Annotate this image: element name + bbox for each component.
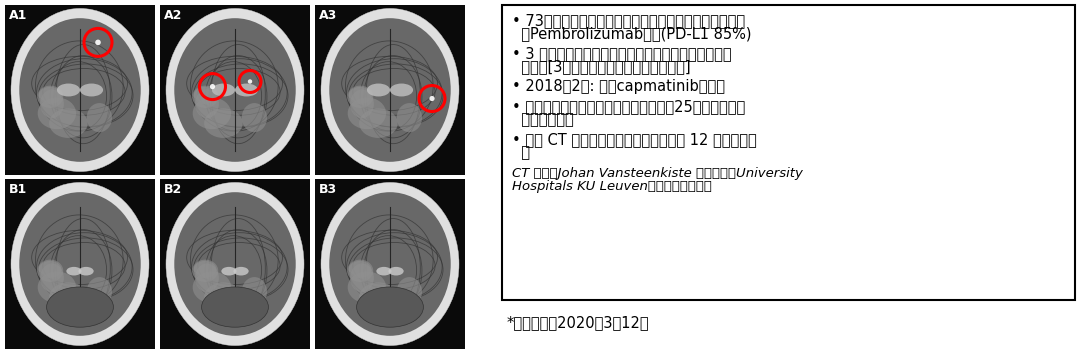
Ellipse shape <box>39 87 62 104</box>
Text: 和Pembrolizumab治疗(PD-L1 85%): 和Pembrolizumab治疗(PD-L1 85%) <box>512 26 752 41</box>
Ellipse shape <box>347 260 374 282</box>
Text: Hospitals KU Leuven），患者知情同意: Hospitals KU Leuven），患者知情同意 <box>512 180 712 193</box>
Ellipse shape <box>195 89 219 118</box>
Ellipse shape <box>46 287 113 327</box>
Ellipse shape <box>192 260 218 282</box>
Text: CT 图像由Johan Vansteenkiste 博士提供（University: CT 图像由Johan Vansteenkiste 博士提供（Universit… <box>512 167 802 180</box>
Text: 进展。[3处新发转移灶和已有疾病灶进展]: 进展。[3处新发转移灶和已有疾病灶进展] <box>512 59 690 74</box>
Text: A2: A2 <box>164 9 183 22</box>
Text: B3: B3 <box>319 183 337 196</box>
Ellipse shape <box>174 18 296 162</box>
Ellipse shape <box>166 8 303 172</box>
Ellipse shape <box>212 84 235 97</box>
Ellipse shape <box>242 103 267 132</box>
Ellipse shape <box>19 18 140 162</box>
Ellipse shape <box>389 267 404 275</box>
Ellipse shape <box>11 182 149 346</box>
Text: • 3 个治疗疗程后疾病出现进展，包括全身进展和颅内: • 3 个治疗疗程后疾病出现进展，包括全身进展和颅内 <box>512 46 731 61</box>
Text: *数据截至到2020年3月12日: *数据截至到2020年3月12日 <box>507 315 650 330</box>
Ellipse shape <box>390 84 413 97</box>
Ellipse shape <box>235 84 258 97</box>
Ellipse shape <box>50 108 87 138</box>
Text: • 73岁，女性患者，有多处脑转移，之前接受过全脑放疗: • 73岁，女性患者，有多处脑转移，之前接受过全脑放疗 <box>512 13 745 28</box>
Ellipse shape <box>356 287 423 327</box>
Bar <box>5 5 156 175</box>
Ellipse shape <box>233 267 248 275</box>
Ellipse shape <box>37 86 64 108</box>
Ellipse shape <box>50 283 87 312</box>
Ellipse shape <box>396 277 422 306</box>
Ellipse shape <box>38 271 76 303</box>
Text: A3: A3 <box>319 9 337 22</box>
Text: B1: B1 <box>9 183 27 196</box>
Ellipse shape <box>39 261 62 278</box>
Ellipse shape <box>204 108 243 138</box>
Circle shape <box>247 79 253 84</box>
Ellipse shape <box>202 287 269 327</box>
Ellipse shape <box>57 84 80 97</box>
Ellipse shape <box>80 84 103 97</box>
Ellipse shape <box>347 86 374 108</box>
Ellipse shape <box>350 89 374 118</box>
Ellipse shape <box>192 98 231 129</box>
Bar <box>160 179 310 349</box>
Bar <box>5 179 156 349</box>
Text: 退: 退 <box>512 145 530 160</box>
Ellipse shape <box>348 271 387 303</box>
Ellipse shape <box>40 264 64 292</box>
Ellipse shape <box>79 267 94 275</box>
Ellipse shape <box>193 261 216 278</box>
Ellipse shape <box>193 87 216 104</box>
Ellipse shape <box>321 8 459 172</box>
Ellipse shape <box>360 283 397 312</box>
Ellipse shape <box>11 8 149 172</box>
Bar <box>160 5 310 175</box>
Ellipse shape <box>204 283 243 312</box>
Ellipse shape <box>166 182 303 346</box>
Ellipse shape <box>19 192 140 336</box>
Ellipse shape <box>396 103 422 132</box>
Ellipse shape <box>350 264 374 292</box>
Ellipse shape <box>192 86 218 108</box>
Ellipse shape <box>376 267 392 275</box>
Ellipse shape <box>329 18 450 162</box>
Ellipse shape <box>221 267 237 275</box>
Text: B2: B2 <box>164 183 183 196</box>
Text: • 2018年2月: 开始capmatinib的治疗: • 2018年2月: 开始capmatinib的治疗 <box>512 79 725 94</box>
Ellipse shape <box>360 108 397 138</box>
Ellipse shape <box>348 98 387 129</box>
Circle shape <box>210 84 215 89</box>
Ellipse shape <box>38 98 76 129</box>
Text: • 患者仍在治疗中，临床状况良好，经过25个月的治疗，: • 患者仍在治疗中，临床状况良好，经过25个月的治疗， <box>512 99 745 114</box>
Text: • 首次 CT 扫描时的脑反应；所有病变在 12 周内完全消: • 首次 CT 扫描时的脑反应；所有病变在 12 周内完全消 <box>512 132 757 147</box>
Circle shape <box>430 96 434 101</box>
Ellipse shape <box>321 182 459 346</box>
Ellipse shape <box>349 261 372 278</box>
Ellipse shape <box>37 260 64 282</box>
Ellipse shape <box>349 87 372 104</box>
Ellipse shape <box>367 84 390 97</box>
Ellipse shape <box>195 264 219 292</box>
Ellipse shape <box>66 267 81 275</box>
Ellipse shape <box>40 89 64 118</box>
Ellipse shape <box>174 192 296 336</box>
Circle shape <box>95 39 100 45</box>
Ellipse shape <box>86 103 112 132</box>
Text: A1: A1 <box>9 9 27 22</box>
Ellipse shape <box>329 192 450 336</box>
Ellipse shape <box>192 271 231 303</box>
Bar <box>315 179 465 349</box>
Bar <box>315 5 465 175</box>
Bar <box>502 5 1075 300</box>
Ellipse shape <box>86 277 112 306</box>
Text: 仍在应答中。: 仍在应答中。 <box>512 112 573 127</box>
Ellipse shape <box>242 277 267 306</box>
